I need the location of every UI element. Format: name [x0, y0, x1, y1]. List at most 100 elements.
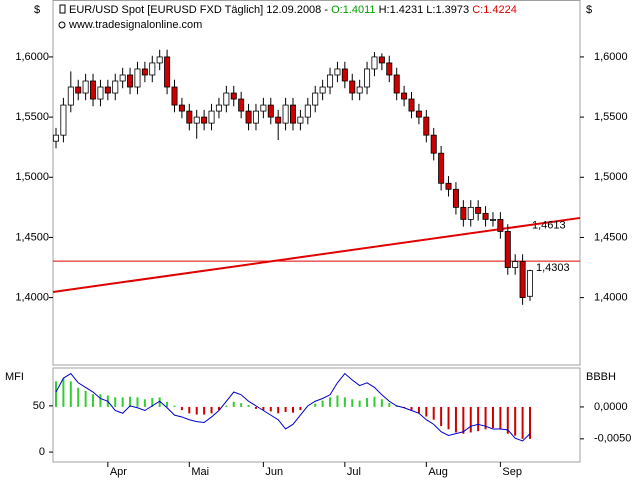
y-tick-label: 1,4500 [15, 231, 49, 243]
candle-body [289, 104, 296, 124]
candle-body [378, 56, 385, 64]
y-tick-label: 1,6000 [15, 51, 49, 63]
candle-body [208, 110, 215, 124]
candle-body [408, 98, 415, 112]
candle-body [171, 86, 178, 106]
close-label: C:1.4224 [472, 4, 517, 16]
indicator-label: BBBH [586, 371, 616, 383]
candle-body [489, 218, 496, 221]
y-tick-label: 1,5500 [15, 111, 49, 123]
x-tick-label: Sep [502, 466, 522, 478]
candle-body [119, 74, 126, 82]
candle-body [475, 206, 482, 214]
candle-body [467, 206, 474, 220]
watermark-icon [58, 21, 66, 29]
candle-body [156, 56, 163, 64]
candle-body [164, 56, 171, 88]
candle-body [134, 68, 141, 88]
x-tick-label: Apr [110, 466, 127, 478]
candle-body [356, 86, 363, 94]
candle-body [282, 104, 289, 124]
candle-body [252, 110, 259, 124]
candle-body [97, 86, 104, 100]
trendline [52, 216, 581, 293]
y-tick-label: 50 [33, 400, 45, 412]
candle-body [238, 98, 245, 112]
trendline-label: 1,4613 [532, 220, 566, 232]
y-tick-label: 1,6000 [594, 51, 628, 63]
candle-body [127, 74, 134, 88]
price-panel [52, 0, 581, 366]
candle-body [297, 116, 304, 124]
y-tick-label: 1,5000 [594, 171, 628, 183]
indicator-label: MFI [5, 371, 24, 383]
candle-body [371, 56, 378, 70]
y-axis-label: $ [586, 4, 592, 16]
support-label: 1,4303 [536, 262, 570, 274]
y2-tick-label: -0,0050 [594, 433, 631, 445]
candle-body [141, 68, 148, 76]
candle-body [186, 110, 193, 124]
indicator-line [55, 372, 531, 442]
instrument: EUR/USD Spot [EURUSD FXD Täglich] 12.09.… [69, 4, 328, 16]
candle-body [445, 182, 452, 190]
candle-body [349, 80, 356, 94]
candle-body [67, 86, 74, 106]
y-tick-label: 1,5000 [15, 171, 49, 183]
candle-body [430, 134, 437, 154]
candle-body [201, 116, 208, 124]
candle-body [104, 86, 111, 94]
candle-body [341, 68, 348, 82]
candle-body [275, 116, 282, 124]
candle-body [149, 62, 156, 76]
open-label: O:1.4011 [331, 4, 375, 16]
candle-body [75, 86, 82, 94]
y2-tick-label: 0,0000 [594, 401, 628, 413]
header: EUR/USD Spot [EURUSD FXD Täglich] 12.09.… [69, 4, 517, 16]
candle-body [230, 92, 237, 100]
candle-body [112, 80, 119, 94]
candle-body [497, 218, 504, 232]
y-axis-label: $ [34, 4, 40, 16]
y-tick-label: 1,5500 [594, 111, 628, 123]
candle-body [267, 104, 274, 118]
candle-body [245, 110, 252, 124]
candle-body [519, 261, 526, 299]
high-low-label: H:1.4231 L:1.3973 [379, 4, 470, 16]
candle-body [401, 92, 408, 100]
y-tick-label: 1,4000 [15, 292, 49, 304]
x-tick-label: Jun [265, 466, 283, 478]
candle-body [460, 206, 467, 220]
candle-body [215, 104, 222, 112]
candle-body [452, 188, 459, 208]
candle-body [438, 152, 445, 184]
x-tick-label: Aug [428, 466, 448, 478]
candle-body [90, 80, 97, 100]
x-tick-label: Jul [347, 466, 361, 478]
y-tick-label: 0 [39, 446, 45, 458]
candle-body [327, 74, 334, 88]
candle-body [423, 116, 430, 136]
legend-icon [59, 4, 66, 14]
candle-body [82, 80, 89, 94]
candle-body [364, 68, 371, 88]
candle-body [193, 116, 200, 124]
candle-body [393, 74, 400, 94]
watermark: www.tradesignalonline.com [68, 19, 202, 31]
candle-body [482, 212, 489, 220]
candle-body [386, 62, 393, 76]
x-tick-label: Mai [191, 466, 209, 478]
candle-body [334, 68, 341, 76]
y-tick-label: 1,4000 [594, 292, 628, 304]
candle-body [260, 104, 267, 112]
candle-body [527, 270, 534, 297]
candle-body [178, 104, 185, 112]
candle-body [319, 86, 326, 94]
candle-body [415, 110, 422, 118]
candle-body [512, 261, 519, 268]
candle-body [53, 134, 60, 142]
y-tick-label: 1,4500 [594, 231, 628, 243]
candle-body [60, 104, 67, 136]
candle-body [504, 231, 511, 268]
